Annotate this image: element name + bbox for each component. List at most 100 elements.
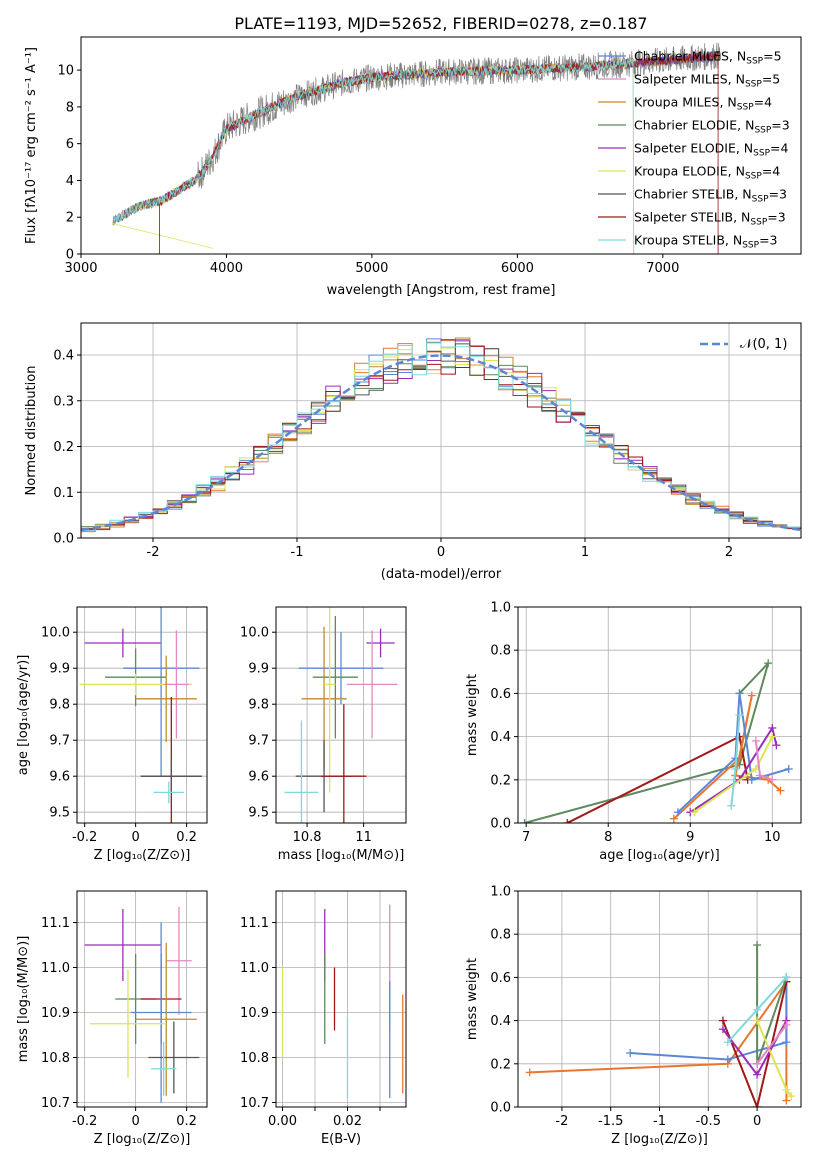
y-tick-label: 1.0 (490, 601, 511, 616)
x-tick-label: 0.02 (333, 1114, 362, 1129)
mass-vs-EBV-panel: 0.00 0.02 10.7 10.8 10.9 11.0 11.1 E(B-V) (240, 890, 407, 1147)
y-axis-label: age [log₁₀(age/yr)] (16, 655, 31, 776)
legend-entry: Kroupa MILES, NSSP=4 (634, 95, 772, 113)
weight-line (673, 695, 782, 820)
x-tick-label: -0.2 (72, 1114, 97, 1129)
weight-line (524, 662, 770, 823)
y-tick-label: 0.2 (490, 1057, 511, 1072)
legend-entry: Chabrier MILES, NSSP=5 (634, 49, 782, 67)
chart-title: PLATE=1193, MJD=52652, FIBERID=0278, z=0… (234, 14, 647, 33)
y-tick-label: 0.8 (490, 928, 511, 943)
spectrum-panel: 3000 4000 5000 6000 7000 0 2 4 6 8 10 PLATE=1193, M… (24, 14, 802, 298)
axes-frame (517, 890, 802, 1108)
legend-entry: Kroupa STELIB, NSSP=3 (634, 233, 778, 251)
x-tick-label: 0.00 (268, 1114, 297, 1129)
legend-text: =4 (770, 141, 788, 156)
x-tick-label: -2 (147, 545, 160, 560)
axes-frame (275, 890, 407, 1108)
legend-subscript: SSP (742, 241, 759, 251)
y-tick-label: 0.1 (53, 486, 74, 501)
age-vs-Z-panel: -0.2 0 0.2 9.5 9.6 9.7 9.8 9.9 10.0 Z [log₁₀(Z/Z⊙… (16, 606, 208, 863)
x-tick-label: 1 (581, 545, 589, 560)
y-tick-label: 0 (66, 248, 74, 263)
axes-frame (76, 890, 208, 1108)
y-axis-label: mass weight (465, 674, 480, 756)
x-tick-label: -0.2 (72, 830, 97, 845)
y-tick-label: 10.8 (41, 1051, 70, 1066)
x-axis-label: (data-model)/error (381, 567, 502, 582)
x-tick-label: 11 (355, 830, 372, 845)
y-tick-label: 9.5 (49, 806, 70, 821)
plot-area (518, 891, 801, 1107)
x-axis-label: Z [log₁₀(Z/Z⊙)] (94, 1132, 191, 1147)
plot-area (112, 42, 722, 254)
legend-text: =3 (759, 233, 777, 248)
x-tick-label: 0 (131, 830, 139, 845)
normal-curve (81, 354, 801, 532)
legend-text: Kroupa ELODIE, N (634, 164, 745, 179)
legend-subscript: SSP (746, 57, 763, 67)
y-tick-label: 0.6 (490, 687, 511, 702)
plot-area (77, 607, 207, 823)
x-axis-label: Z [log₁₀(Z/Z⊙)] (94, 848, 191, 863)
legend-subscript: SSP (754, 126, 771, 136)
y-tick-label: 10 (57, 64, 74, 79)
y-tick-label: 10.7 (240, 1096, 269, 1111)
y-tick-label: 0.6 (490, 971, 511, 986)
x-tick-label: 2 (725, 545, 733, 560)
y-tick-label: 10.9 (41, 1006, 70, 1021)
x-tick-label: 9 (686, 830, 694, 845)
axes-frame (517, 606, 802, 824)
x-tick-label: 4000 (210, 261, 243, 276)
x-tick-label: 0.2 (176, 1114, 197, 1129)
y-tick-label: 10.8 (240, 1051, 269, 1066)
residual-panel: -2 -1 0 1 2 0.0 0.1 0.2 0.3 0.4 (data-model)/error… (24, 322, 802, 582)
model-spectrum-line (112, 59, 635, 254)
axes-frame (275, 606, 407, 824)
y-tick-label: 11.1 (41, 916, 70, 931)
y-tick-label: 9.6 (49, 770, 70, 785)
plot-area (77, 891, 207, 1107)
legend-text: =5 (762, 72, 780, 87)
x-tick-label: 10.8 (293, 830, 322, 845)
plot-area (81, 323, 801, 538)
y-axis-label: Flux [fλ10⁻¹⁷ erg cm⁻² s⁻¹ A⁻¹] (24, 47, 39, 244)
x-tick-label: -2 (555, 1114, 568, 1129)
x-tick-label: 0.2 (176, 830, 197, 845)
legend-entry: Salpeter STELIB, NSSP=3 (634, 210, 786, 228)
legend-text: =3 (767, 210, 785, 225)
y-tick-label: 6 (66, 137, 74, 152)
legend-text: =5 (763, 49, 781, 64)
x-tick-label: -1 (291, 545, 304, 560)
axes-frame (80, 322, 802, 539)
x-tick-label: 8 (604, 830, 612, 845)
legend-subscript: SSP (737, 103, 754, 113)
legend-subscript: SSP (745, 80, 762, 90)
axes-frame (80, 36, 802, 255)
x-tick-label: -1.5 (598, 1114, 623, 1129)
legend-text: Salpeter MILES, N (634, 72, 745, 87)
y-tick-label: 10.9 (240, 1006, 269, 1021)
legend-text: =3 (771, 118, 789, 133)
y-tick-label: 10.0 (240, 626, 269, 641)
legend-text: =4 (762, 164, 780, 179)
y-tick-label: 9.8 (248, 698, 269, 713)
y-tick-label: 9.7 (49, 734, 70, 749)
legend-text: Salpeter ELODIE, N (634, 141, 753, 156)
y-tick-label: 11.0 (41, 961, 70, 976)
x-tick-label: 0 (753, 1114, 761, 1129)
legend-text: Kroupa MILES, N (634, 95, 737, 110)
y-tick-label: 9.7 (248, 734, 269, 749)
x-axis-label: E(B-V) (321, 1132, 361, 1147)
x-tick-label: -1 (653, 1114, 666, 1129)
x-tick-label: 0 (131, 1114, 139, 1129)
y-tick-label: 11.1 (240, 916, 269, 931)
x-tick-label: 7000 (646, 261, 679, 276)
y-tick-label: 0.8 (490, 644, 511, 659)
y-tick-label: 8 (66, 100, 74, 115)
plot-area (518, 607, 801, 823)
y-tick-label: 2 (66, 211, 74, 226)
legend-entry: 𝒩(0, 1) (740, 337, 787, 352)
plot-area (276, 891, 406, 1107)
